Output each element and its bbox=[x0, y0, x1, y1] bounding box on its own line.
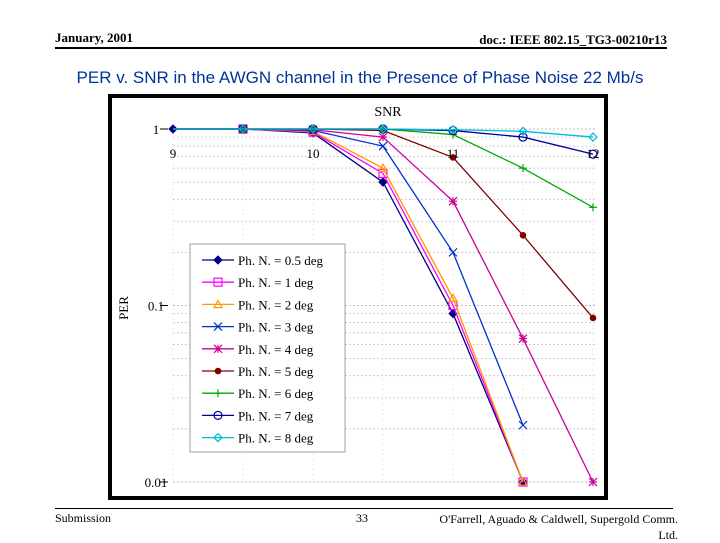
data-point bbox=[238, 124, 248, 134]
legend-label: Ph. N. = 7 deg bbox=[238, 408, 314, 423]
data-point bbox=[588, 132, 598, 142]
y-tick-label: 1 bbox=[153, 122, 160, 137]
y-tick-label: 0.01 bbox=[145, 475, 168, 490]
x-tick-label: 11 bbox=[447, 146, 460, 161]
legend-label: Ph. N. = 6 deg bbox=[238, 386, 314, 401]
legend-entry: Ph. N. = 0.5 deg bbox=[202, 253, 323, 268]
data-point bbox=[214, 367, 222, 375]
data-point bbox=[213, 432, 223, 443]
header-rule bbox=[55, 47, 667, 49]
data-point bbox=[213, 255, 223, 265]
data-point bbox=[519, 231, 527, 239]
x-tick-label: 9 bbox=[170, 146, 177, 161]
chart-title: SNR bbox=[374, 105, 402, 120]
legend-entry: Ph. N. = 6 deg bbox=[202, 386, 314, 401]
slide-title: PER v. SNR in the AWGN channel in the Pr… bbox=[76, 68, 644, 87]
legend-entry: Ph. N. = 2 deg bbox=[202, 297, 314, 312]
data-point bbox=[212, 299, 224, 309]
data-point bbox=[518, 126, 528, 137]
series-line bbox=[173, 128, 594, 138]
data-point bbox=[378, 141, 388, 151]
legend-label: Ph. N. = 0.5 deg bbox=[238, 253, 323, 268]
data-point bbox=[213, 322, 223, 332]
legend-label: Ph. N. = 2 deg bbox=[238, 297, 314, 312]
legend-entry: Ph. N. = 8 deg bbox=[202, 431, 314, 446]
legend: Ph. N. = 0.5 deg Ph. N. = 1 deg Ph. N. = 2… bbox=[189, 243, 346, 453]
legend-entry: Ph. N. = 3 deg bbox=[202, 320, 314, 335]
legend-label: Ph. N. = 4 deg bbox=[238, 342, 314, 357]
legend-entry: Ph. N. = 7 deg bbox=[202, 408, 314, 423]
data-point bbox=[518, 334, 528, 343]
y-axis-label: PER bbox=[116, 296, 131, 320]
data-point bbox=[518, 132, 528, 142]
legend-label: Ph. N. = 1 deg bbox=[238, 275, 314, 290]
data-point bbox=[447, 292, 459, 302]
header-date: January, 2001 bbox=[55, 30, 134, 45]
data-point bbox=[213, 410, 223, 420]
data-point bbox=[449, 154, 457, 161]
data-point bbox=[448, 196, 458, 206]
footer-page-number: 33 bbox=[356, 511, 368, 525]
per-snr-chart: SNR 9 10 11 12 1 0.1 0.01 PER Ph. N. = 0.5 deg… bbox=[108, 94, 608, 500]
legend-entry: Ph. N. = 5 deg bbox=[202, 364, 314, 379]
data-point bbox=[378, 124, 388, 134]
data-point bbox=[518, 420, 528, 430]
data-point bbox=[213, 277, 223, 287]
data-point bbox=[448, 247, 458, 257]
footer-submission: Submission bbox=[55, 511, 112, 525]
data-point bbox=[517, 476, 529, 486]
series-group bbox=[168, 123, 598, 487]
data-point bbox=[308, 124, 318, 134]
x-tick-label: 12 bbox=[587, 146, 600, 161]
y-tick-label: 0.1 bbox=[148, 299, 164, 314]
data-point bbox=[519, 164, 527, 173]
x-tick-label: 10 bbox=[307, 146, 320, 161]
legend-entry: Ph. N. = 4 deg bbox=[202, 342, 314, 357]
header-doc-id: doc.: IEEE 802.15_TG3-00210r13 bbox=[479, 32, 667, 47]
series-9 bbox=[173, 124, 598, 142]
data-point bbox=[378, 177, 388, 187]
data-point bbox=[213, 344, 223, 354]
legend-label: Ph. N. = 8 deg bbox=[238, 431, 314, 446]
data-point bbox=[588, 149, 598, 159]
data-point bbox=[589, 314, 597, 322]
data-point bbox=[214, 389, 222, 398]
legend-label: Ph. N. = 5 deg bbox=[238, 364, 314, 379]
footer-authors: O'Farrell, Aguado & Caldwell, Supergold … bbox=[439, 512, 678, 542]
data-point bbox=[378, 132, 388, 142]
data-point bbox=[588, 477, 598, 487]
tick-labels: 9 10 11 12 1 0.1 0.01 bbox=[145, 122, 600, 490]
data-point bbox=[589, 203, 597, 212]
plot-area bbox=[112, 98, 604, 496]
data-point bbox=[448, 124, 458, 135]
footer-rule bbox=[55, 508, 673, 509]
legend-entry: Ph. N. = 1 deg bbox=[202, 275, 314, 290]
data-point bbox=[377, 162, 389, 172]
legend-label: Ph. N. = 3 deg bbox=[238, 320, 314, 335]
